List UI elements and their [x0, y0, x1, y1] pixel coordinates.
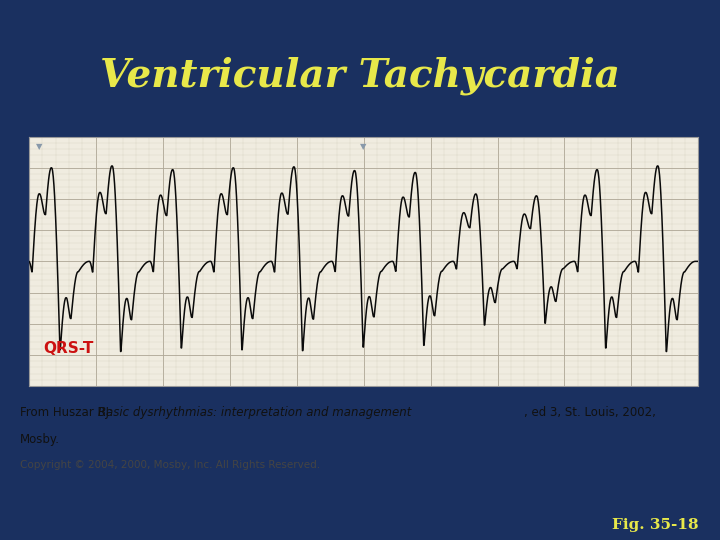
- Text: ▼: ▼: [360, 142, 367, 151]
- Text: Basic dysrhythmias: interpretation and management: Basic dysrhythmias: interpretation and m…: [98, 406, 411, 419]
- Text: Fig. 35-18: Fig. 35-18: [612, 518, 698, 532]
- Text: Mosby.: Mosby.: [20, 433, 60, 446]
- Text: From Huszar RJ:: From Huszar RJ:: [20, 406, 117, 419]
- Text: Copyright © 2004, 2000, Mosby, Inc. All Rights Reserved.: Copyright © 2004, 2000, Mosby, Inc. All …: [20, 460, 320, 470]
- Text: ▼: ▼: [35, 142, 42, 151]
- Text: Ventricular Tachycardia: Ventricular Tachycardia: [100, 57, 620, 95]
- Text: , ed 3, St. Louis, 2002,: , ed 3, St. Louis, 2002,: [524, 406, 656, 419]
- Text: QRS-T: QRS-T: [43, 341, 94, 356]
